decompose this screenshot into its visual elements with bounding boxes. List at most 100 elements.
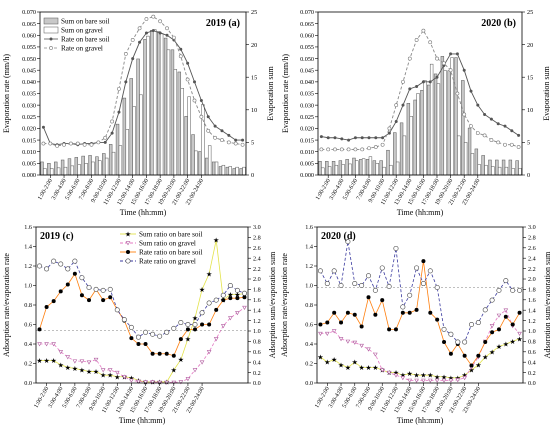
- point-sum-gravel: [122, 375, 127, 380]
- point-sum-gravel: [51, 342, 56, 347]
- point-sum-gravel: [86, 360, 92, 365]
- bar-bare-soil: [205, 157, 209, 176]
- bar-bare-soil: [488, 159, 492, 176]
- point-rate-gravel: [86, 284, 92, 290]
- legend-label: Rate on gravel: [61, 45, 103, 53]
- point-rate-bare-soil: [179, 47, 183, 51]
- bar-bare-soil: [74, 157, 79, 176]
- bar-gravel: [187, 96, 191, 176]
- y2-tick-label: 15: [527, 74, 533, 81]
- y2-tick-label: 3.0: [253, 224, 261, 231]
- bar-gravel: [470, 153, 475, 176]
- point-rate-bare-soil: [408, 87, 412, 91]
- point-rate-gravel: [353, 147, 358, 152]
- point-rate-gravel: [509, 142, 514, 147]
- point-sum-gravel: [44, 342, 49, 347]
- point-rate-gravel: [367, 146, 371, 151]
- point-sum-gravel: [503, 308, 509, 313]
- point-rate-gravel: [206, 300, 212, 306]
- point-rate-bare-soil: [220, 129, 224, 133]
- point-sum-bare-soil: ★: [114, 373, 120, 381]
- point-rate-gravel: [171, 325, 177, 331]
- bar-gravel: [341, 164, 345, 176]
- point-sum-gravel: [235, 311, 240, 316]
- point-sum-bare-soil: ★: [331, 356, 337, 364]
- point-rate-bare-soil: [144, 31, 148, 35]
- point-sum-gravel: [421, 378, 426, 383]
- point-rate-gravel: [407, 56, 412, 61]
- bar-bare-soil: [461, 80, 465, 176]
- bar-bare-soil: [359, 159, 363, 176]
- y-tick-label: 0.6: [24, 322, 32, 329]
- point-rate-bare-soil: [469, 363, 474, 368]
- point-rate-gravel: [41, 141, 46, 146]
- point-rate-bare-soil: [449, 52, 453, 56]
- bar-bare-soil: [122, 97, 127, 176]
- point-sum-bare-soil: ★: [178, 356, 184, 364]
- point-rate-gravel: [157, 333, 163, 339]
- point-rate-bare-soil: [448, 351, 453, 356]
- point-rate-gravel: [428, 40, 433, 45]
- point-rate-gravel: [462, 339, 468, 345]
- point-rate-gravel: [75, 141, 80, 146]
- bar-bare-soil: [232, 168, 236, 176]
- point-rate-bare-soil: [58, 289, 63, 294]
- point-rate-gravel: [455, 91, 460, 96]
- point-rate-gravel: [178, 54, 183, 59]
- point-rate-bare-soil: [489, 117, 493, 121]
- bar-gravel: [423, 80, 427, 176]
- point-rate-gravel: [128, 324, 134, 330]
- point-rate-gravel: [213, 297, 219, 303]
- point-rate-gravel: [441, 61, 446, 66]
- y-tick-label: 0.035: [300, 91, 314, 98]
- bar-gravel: [389, 164, 393, 176]
- point-sum-bare-soil: ★: [227, 291, 233, 299]
- y2-tick-label: 0.2: [253, 370, 261, 377]
- y-tick-label: 0.8: [305, 302, 313, 309]
- point-rate-bare-soil: [415, 85, 419, 89]
- legend-marker: ★: [125, 231, 131, 239]
- y2-tick-label: 1.4: [528, 307, 536, 314]
- bar-gravel: [84, 163, 88, 176]
- y-tick-label: 1.4: [305, 244, 313, 251]
- y-tick-label: 0.025: [300, 114, 314, 121]
- point-rate-bare-soil: [101, 298, 106, 303]
- bar-bare-soil: [515, 160, 519, 176]
- bar-gravel: [361, 158, 366, 176]
- bar-gravel: [125, 129, 129, 176]
- point-sum-gravel: [386, 370, 392, 376]
- point-rate-gravel: [373, 145, 378, 149]
- point-sum-bare-soil: ★: [420, 372, 426, 380]
- point-rate-gravel: [400, 304, 406, 310]
- bar-bare-soil: [495, 159, 499, 176]
- point-rate-bare-soil: [428, 80, 432, 84]
- y-tick-label: 0.065: [22, 21, 36, 28]
- bar-bare-soil: [399, 122, 404, 176]
- point-rate-gravel: [434, 284, 440, 290]
- y-tick-label: 0.005: [22, 161, 36, 168]
- point-sum-gravel: [407, 378, 413, 383]
- bar-bare-soil: [47, 163, 51, 176]
- point-rate-bare-soil: [242, 295, 247, 300]
- point-rate-bare-soil: [325, 320, 330, 325]
- bar-bare-soil: [427, 84, 431, 176]
- legend-label: Sum on gravel: [61, 27, 103, 35]
- point-rate-bare-soil: [157, 351, 162, 356]
- y-tick-label: 1.6: [24, 224, 32, 231]
- bar-gravel: [518, 168, 522, 176]
- point-rate-gravel: [448, 68, 453, 73]
- point-rate-bare-soil: [366, 295, 371, 300]
- point-rate-gravel: [164, 329, 170, 335]
- bar-gravel: [497, 166, 502, 176]
- bar-bare-soil: [157, 31, 161, 176]
- point-rate-gravel: [213, 135, 218, 140]
- point-sum-bare-soil: ★: [192, 315, 198, 323]
- y-tick-label: 0.055: [300, 44, 314, 51]
- point-rate-gravel: [65, 266, 71, 272]
- point-sum-gravel: [331, 329, 337, 334]
- point-sum-bare-soil: ★: [199, 286, 205, 294]
- point-sum-gravel: [400, 376, 406, 381]
- point-rate-gravel: [365, 273, 371, 279]
- point-rate-gravel: [192, 98, 197, 103]
- y-tick-label: 1.0: [305, 283, 313, 290]
